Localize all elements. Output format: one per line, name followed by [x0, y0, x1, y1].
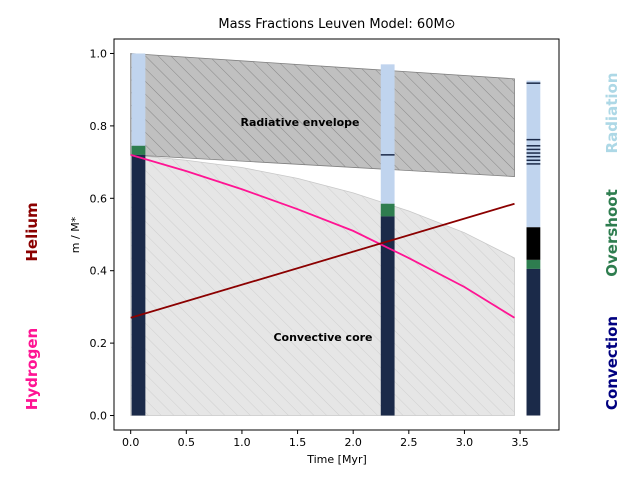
bar-1-overshoot [380, 203, 395, 217]
overshoot-side-label: Overshoot [603, 189, 621, 277]
helium-side-label: Helium [23, 202, 41, 261]
chart-title: Mass Fractions Leuven Model: 60M⊙ [218, 17, 455, 32]
x-tick-label-5: 2.5 [400, 436, 418, 449]
series-line-1 [130, 202, 515, 319]
bar-1-radiation [380, 64, 395, 204]
bar-1-line-0 [380, 154, 395, 156]
x-tick-label-0: 0.0 [122, 436, 140, 449]
bar-2-line-6 [526, 138, 541, 141]
bar-2-black-segment [526, 227, 541, 260]
x-tick-label-3: 1.5 [289, 436, 307, 449]
bar-0-overshoot [131, 145, 146, 155]
y-tick-label-0: 0.0 [90, 410, 108, 423]
plot-frame [113, 38, 560, 431]
bar-0-convection [131, 154, 146, 416]
structure-bars [131, 53, 541, 416]
y-tick-label-3: 0.6 [90, 192, 108, 205]
y-axis: 0.0 0.2 0.4 0.6 0.8 1.0 [90, 47, 114, 423]
bar-2-line-3 [526, 152, 541, 154]
x-tick-label-4: 2.0 [344, 436, 362, 449]
y-tick-label-2: 0.4 [90, 265, 108, 278]
bar-2-line-4 [526, 148, 541, 151]
x-tick-label-6: 3.0 [456, 436, 474, 449]
convective-core-label: Convective core [273, 331, 372, 344]
region-layer [130, 53, 515, 416]
convection-side-label: Convection [603, 316, 621, 410]
x-tick-label-1: 0.5 [178, 436, 196, 449]
x-tick-label-7: 3.5 [511, 436, 529, 449]
x-tick-label-2: 1.0 [233, 436, 251, 449]
x-axis: 0.0 0.5 1.0 1.5 2.0 2.5 3.0 3.5 [122, 430, 529, 449]
bar-1-convection [380, 216, 395, 416]
convective-core-hatch [130, 154, 515, 416]
y-tick-label-4: 0.8 [90, 120, 108, 133]
bar-2-overshoot [526, 259, 541, 269]
bar-2-line-2 [526, 155, 541, 158]
bar-2-line-0 [526, 163, 541, 165]
y-tick-label-5: 1.0 [90, 47, 108, 60]
bar-2-line-7 [526, 82, 541, 84]
radiative-envelope-label: Radiative envelope [240, 116, 359, 129]
series-line-0 [130, 153, 515, 319]
hydrogen-side-label: Hydrogen [23, 328, 41, 410]
bar-2-line-5 [526, 145, 541, 147]
bar-2-line-1 [526, 159, 541, 162]
bar-0-radiation [131, 53, 146, 146]
series-lines [130, 153, 515, 319]
bar-2-convection [526, 268, 541, 416]
bar-2-radiation [526, 80, 541, 228]
y-tick-label-1: 0.2 [90, 337, 108, 350]
radiation-side-label: Radiation [603, 73, 621, 154]
x-axis-label: Time [Myr] [306, 453, 367, 466]
y-axis-label: m / M* [69, 216, 82, 253]
